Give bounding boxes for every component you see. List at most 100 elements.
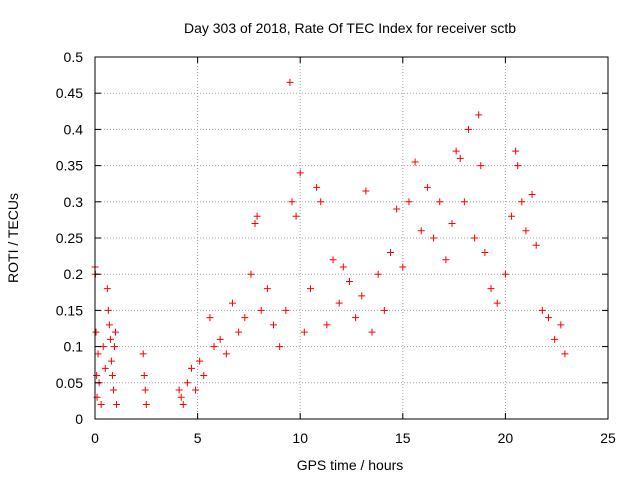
data-point (561, 350, 569, 358)
y-tick-label: 0.5 (64, 49, 84, 65)
data-point (335, 299, 343, 307)
data-point (92, 328, 100, 336)
data-point (464, 125, 472, 133)
x-tick-label: 10 (292, 430, 308, 446)
data-point (110, 343, 118, 351)
data-point (300, 328, 308, 336)
data-point (228, 299, 236, 307)
data-point (514, 162, 522, 170)
data-point (460, 198, 468, 206)
y-tick-label: 0.35 (56, 158, 83, 174)
data-point (362, 187, 370, 195)
data-point (235, 328, 243, 336)
data-point (393, 205, 401, 213)
data-point (222, 350, 230, 358)
data-point (532, 241, 540, 249)
data-point (339, 263, 347, 271)
data-point (512, 147, 520, 155)
data-point (216, 335, 224, 343)
data-point (323, 321, 331, 329)
data-point (317, 198, 325, 206)
data-point (270, 321, 278, 329)
data-point (101, 364, 109, 372)
data-point (210, 343, 218, 351)
data-point (551, 335, 559, 343)
data-point (183, 379, 191, 387)
y-tick-label: 0.15 (56, 302, 83, 318)
data-point (288, 198, 296, 206)
data-point (423, 183, 431, 191)
y-tick-label: 0.25 (56, 230, 83, 246)
data-point (196, 357, 204, 365)
data-point (107, 357, 115, 365)
data-point (251, 220, 259, 228)
data-point (456, 154, 464, 162)
data-point (109, 386, 117, 394)
data-point (192, 386, 200, 394)
x-tick-label: 5 (194, 430, 202, 446)
data-point (113, 401, 121, 409)
data-point (528, 191, 536, 199)
x-tick-label: 0 (91, 430, 99, 446)
data-point (112, 328, 120, 336)
data-point (452, 147, 460, 155)
y-tick-label: 0.05 (56, 375, 83, 391)
data-point (257, 306, 265, 314)
y-axis-label: ROTI / TECUs (5, 193, 21, 283)
gridlines (95, 57, 608, 419)
chart-title: Day 303 of 2018, Rate Of TEC Index for r… (184, 20, 516, 36)
data-point (104, 306, 112, 314)
data-point (200, 372, 208, 380)
x-tick-label: 15 (395, 430, 411, 446)
data-point (177, 393, 185, 401)
data-point (140, 372, 148, 380)
data-point (477, 162, 485, 170)
y-tick-label: 0.1 (64, 339, 84, 355)
data-point (405, 198, 413, 206)
data-point (544, 314, 552, 322)
data-point (247, 270, 255, 278)
data-point (142, 401, 150, 409)
data-point (206, 314, 214, 322)
y-tick-label: 0.3 (64, 194, 84, 210)
y-tick-label: 0.4 (64, 121, 84, 137)
data-point (442, 256, 450, 264)
data-point (97, 401, 105, 409)
data-point (263, 285, 271, 293)
data-point (253, 212, 261, 220)
axis-ticks: 0 5 10 15 20 25 0 0.05 0.1 0.15 0.2 0.25 0.3 0.35 0.4 0… (56, 49, 616, 446)
data-point (522, 227, 530, 235)
data-point (374, 270, 382, 278)
data-point (329, 256, 337, 264)
data-point (187, 364, 195, 372)
x-axis-label: GPS time / hours (297, 457, 404, 473)
data-point (139, 350, 147, 358)
y-tick-label: 0 (75, 411, 83, 427)
data-point (475, 111, 483, 119)
data-point (141, 386, 149, 394)
data-point (175, 386, 183, 394)
data-point (493, 299, 501, 307)
data-point (93, 372, 101, 380)
data-point (518, 198, 526, 206)
data-point (501, 270, 509, 278)
data-point (487, 285, 495, 293)
data-point (386, 248, 394, 256)
data-point (508, 212, 516, 220)
data-point (282, 306, 290, 314)
data-point (557, 321, 565, 329)
data-point (481, 248, 489, 256)
data-point (106, 335, 114, 343)
data-point (411, 158, 419, 166)
data-point (358, 292, 366, 300)
data-point (313, 183, 321, 191)
data-point (380, 306, 388, 314)
data-point (448, 220, 456, 228)
data-point (94, 350, 102, 358)
data-point (103, 285, 111, 293)
data-point (430, 234, 438, 242)
data-point (292, 212, 300, 220)
x-tick-label: 25 (600, 430, 616, 446)
data-point (345, 277, 353, 285)
